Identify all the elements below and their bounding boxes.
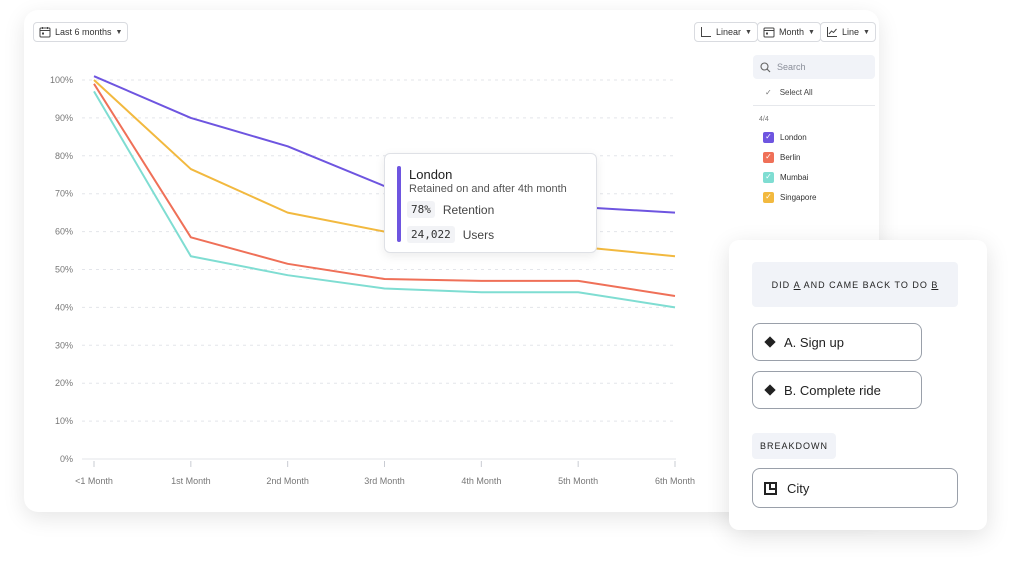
y-tick-label: 70% [55,189,73,199]
date-range-dropdown[interactable]: Last 6 months ▼ [33,22,129,42]
x-tick-label: 1st Month [171,476,211,486]
legend-item-label: Singapore [780,192,817,202]
property-icon [764,481,777,495]
calendar-icon [763,27,775,38]
event-b-label: B. Complete ride [784,382,881,398]
calendar-icon [39,27,51,38]
series-line-mumbai[interactable] [93,90,676,309]
search-placeholder: Search [777,62,806,72]
checkbox-icon[interactable]: ✓ [763,191,774,203]
series-line-berlin[interactable] [93,83,676,298]
did-a-came-back-b-header: DID A AND CAME BACK TO DO B [752,262,958,307]
y-tick-label: 20% [55,378,73,388]
breakdown-label: BREAKDOWN [752,433,836,459]
search-icon [760,61,771,72]
select-all-label: Select All [779,87,813,97]
y-tick-label: 90% [55,113,73,123]
retention-value: 78% [407,201,435,218]
series-legend: Search ✓ Select All 4/4 ✓ London ✓ Berlin ✓ M… [753,55,875,207]
y-tick-label: 10% [55,416,73,426]
users-label: Users [462,227,495,242]
chart-type-dropdown[interactable]: Line ▼ [820,22,876,42]
tooltip-subtitle: Retained on and after 4th month [409,183,567,195]
retention-label: Retention [442,202,495,217]
x-tick-label: 5th Month [558,476,598,486]
tooltip-retention-row: 78% Retention [407,201,494,218]
date-range-label: Last 6 months [55,27,112,37]
did-b: B [931,279,939,290]
axis-icon [701,27,711,37]
legend-item-mumbai[interactable]: ✓ Mumbai [753,167,875,187]
series-color-bar [397,166,401,242]
chevron-down-icon: ▼ [115,28,123,36]
legend-search-input[interactable]: Search [753,55,875,79]
legend-item-label: Berlin [780,152,801,162]
event-a-label: A. Sign up [784,334,844,350]
x-tick-label: 6th Month [655,476,695,486]
select-all-option[interactable]: ✓ Select All [753,79,875,106]
line-chart-icon [827,27,837,37]
legend-item-london[interactable]: ✓ London [753,127,875,147]
checkbox-icon[interactable]: ✓ [763,171,774,183]
query-builder-panel: DID A AND CAME BACK TO DO B A. Sign up B… [729,240,987,530]
event-a-button[interactable]: A. Sign up [752,323,922,361]
checkbox-icon[interactable]: ✓ [763,131,774,143]
users-value: 24,022 [407,226,455,243]
did-middle: AND CAME BACK TO DO [800,279,932,290]
chevron-down-icon: ▼ [745,28,752,36]
chevron-down-icon: ▼ [863,28,870,36]
legend-item-berlin[interactable]: ✓ Berlin [753,147,875,167]
diamond-icon [764,384,776,396]
legend-item-label: Mumbai [780,172,809,182]
x-tick-label: <1 Month [75,476,113,486]
y-tick-label: 80% [55,151,73,161]
x-tick-label: 3rd Month [364,476,405,486]
y-tick-label: 100% [50,75,73,85]
event-b-button[interactable]: B. Complete ride [752,371,922,409]
selected-count: 4/4 [759,116,769,123]
x-tick-label: 4th Month [461,476,501,486]
check-icon: ✓ [765,87,772,97]
interval-label: Month [779,27,805,37]
tooltip-title: London [409,167,453,182]
legend-item-label: London [780,132,807,142]
y-tick-label: 0% [60,454,73,464]
chevron-down-icon: ▼ [808,28,815,36]
diamond-icon [764,336,776,348]
hover-tooltip: London Retained on and after 4th month 7… [384,153,597,253]
legend-item-singapore[interactable]: ✓ Singapore [753,187,875,207]
y-tick-label: 40% [55,302,73,312]
scale-label: Linear [716,27,742,37]
y-tick-label: 50% [55,265,73,275]
x-tick-label: 2nd Month [266,476,309,486]
did-a: A [793,279,801,290]
checkbox-icon[interactable]: ✓ [763,151,774,163]
breakdown-city-button[interactable]: City [752,468,958,508]
y-tick-label: 60% [55,227,73,237]
did-prefix: DID [771,279,794,290]
tooltip-users-row: 24,022 Users [407,226,494,243]
breakdown-value: City [787,480,810,496]
y-tick-label: 30% [55,340,73,350]
chart-type-label: Line [842,27,860,37]
